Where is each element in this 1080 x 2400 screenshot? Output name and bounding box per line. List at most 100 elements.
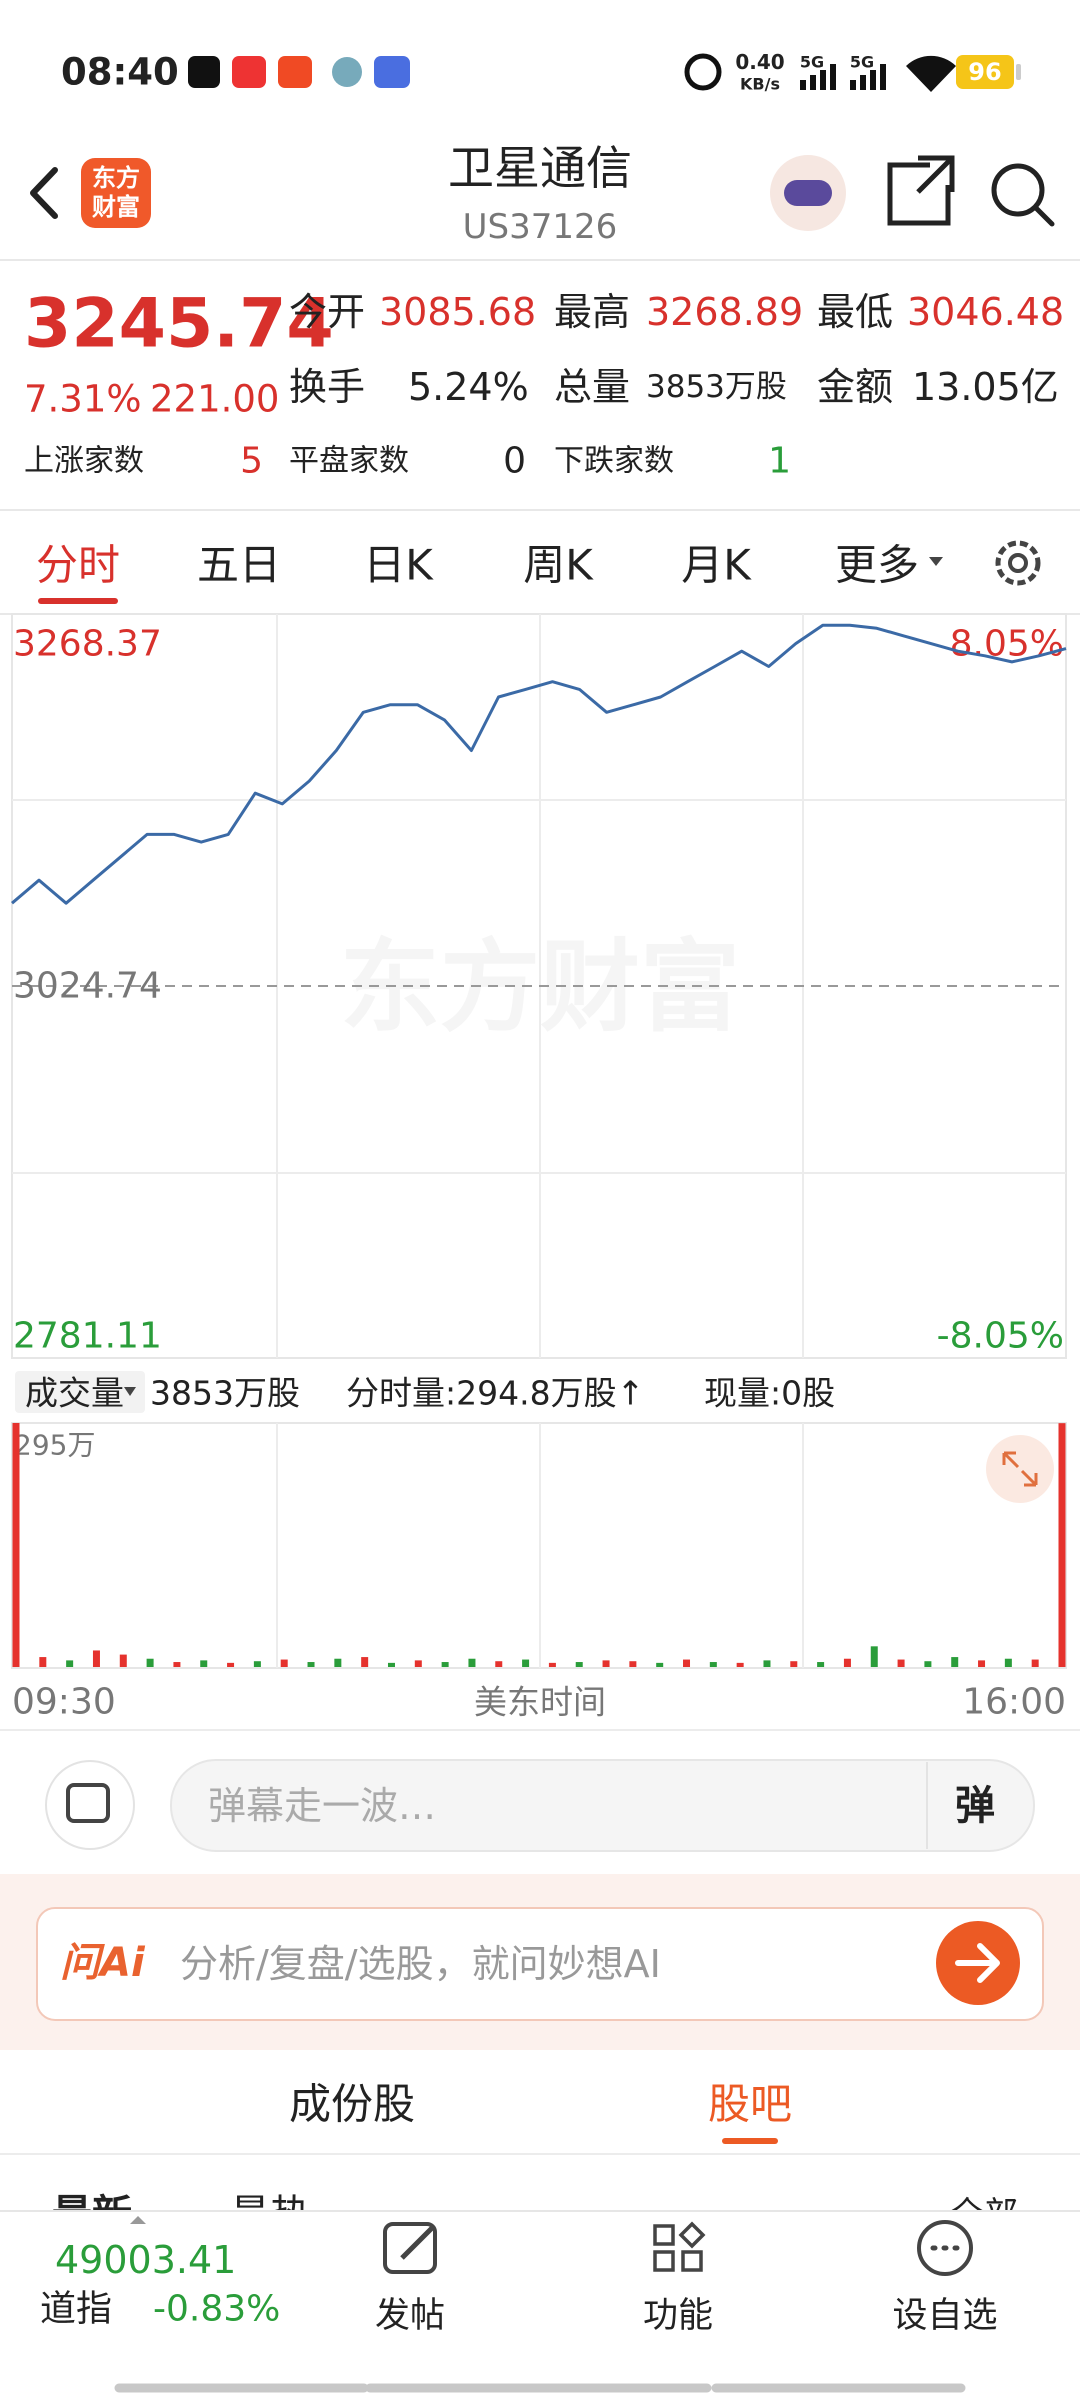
bottom-bar — [0, 2211, 1080, 2400]
chart-tab-active[interactable]: 分时 — [36, 541, 120, 590]
expand-icon — [1002, 1451, 1038, 1487]
y2-tick-label: -8.05% — [937, 1316, 1064, 1357]
stat-label: 总量 — [554, 365, 630, 409]
danmaku-icon — [66, 1783, 110, 1823]
danmaku-placeholder[interactable]: 弹幕走一波… — [208, 1784, 436, 1828]
volume-bar — [870, 1646, 878, 1667]
settings-core — [1008, 553, 1028, 573]
volume-bar — [495, 1661, 503, 1667]
index-name[interactable]: 道指 — [40, 2289, 112, 2330]
volume-bar — [92, 1650, 100, 1667]
breadth-label: 上涨家数 — [24, 444, 144, 479]
volume-bar — [897, 1659, 905, 1667]
net-speed-unit: KB/s — [740, 75, 780, 94]
back-button[interactable] — [30, 167, 58, 219]
volume-bar — [709, 1662, 717, 1667]
volume-bar — [1031, 1659, 1039, 1667]
volume-bar — [414, 1660, 422, 1667]
volume-chart: 295万 — [11, 1422, 1067, 1669]
volume-bar — [119, 1654, 127, 1667]
y-tick-label: 295万 — [14, 1429, 95, 1462]
breadth-label: 下跌家数 — [554, 444, 674, 479]
app-icon — [374, 56, 410, 88]
volume-bar — [146, 1658, 154, 1667]
post-icon[interactable] — [383, 2222, 437, 2274]
volume-bar — [39, 1657, 47, 1667]
index-change[interactable]: -0.83% — [153, 2289, 280, 2330]
volume-bar — [763, 1660, 771, 1667]
price-line — [11, 623, 1067, 905]
index-value[interactable]: 49003.41 — [55, 2238, 236, 2282]
logo-text: 财富 — [92, 193, 140, 221]
watchlist-icon[interactable] — [917, 2220, 973, 2276]
settings-button[interactable] — [995, 540, 1041, 586]
tab-underline — [722, 2138, 778, 2144]
chart-tab[interactable]: 周K — [523, 541, 594, 590]
volume-bar — [924, 1661, 932, 1667]
y-tick-label: 3024.74 — [13, 966, 162, 1007]
indicator-name[interactable]: 成交量 — [25, 1374, 124, 1413]
stat-label: 最低 — [817, 290, 893, 334]
volume-total: 3853万股 — [150, 1374, 300, 1413]
status-time: 08:40 — [61, 51, 179, 94]
volume-bar — [790, 1661, 798, 1667]
chart-tab[interactable]: 更多 — [835, 541, 919, 590]
danmaku-toggle[interactable]: 弹 — [955, 1783, 995, 1829]
dropdown-caret — [929, 557, 943, 566]
action-label[interactable]: 设自选 — [892, 2296, 997, 2336]
function-icon[interactable] — [653, 2221, 706, 2272]
net-speed: 0.40 — [735, 50, 784, 74]
danmaku-input[interactable] — [170, 1759, 1035, 1852]
arrow-icon — [955, 1943, 1000, 1983]
expand-button[interactable] — [986, 1435, 1054, 1503]
volume-bar — [629, 1661, 637, 1667]
x-tick-label: 16:00 — [962, 1682, 1066, 1723]
volume-bar — [200, 1660, 208, 1667]
ai-input[interactable] — [36, 1907, 1044, 2021]
app-icon — [232, 56, 266, 88]
section-tab[interactable]: 成份股 — [289, 2080, 415, 2129]
section-tab-active[interactable]: 股吧 — [708, 2080, 792, 2129]
volume-bar — [1058, 1423, 1066, 1667]
y-tick-label: 3268.37 — [13, 624, 162, 665]
wifi-icon — [906, 55, 956, 92]
ai-badge: 问Ai — [60, 1940, 146, 1986]
share-button[interactable] — [887, 155, 955, 226]
action-label[interactable]: 功能 — [643, 2296, 713, 2336]
current-volume: 现量:0股 — [704, 1374, 835, 1413]
volume-bar — [280, 1659, 288, 1667]
volume-bar — [307, 1662, 315, 1667]
stock-name: 卫星通信 — [448, 141, 632, 195]
breadth-value: 0 — [503, 441, 526, 482]
volume-bar — [656, 1662, 664, 1667]
divider — [926, 1762, 928, 1849]
x-axis-label: 美东时间 — [474, 1683, 606, 1722]
brand-logo[interactable] — [81, 158, 151, 228]
last-price: 3245.74 — [24, 285, 334, 364]
chart-tab[interactable]: 月K — [681, 541, 752, 590]
change-amount: 221.00 — [150, 378, 279, 421]
stock-code: US37126 — [463, 207, 618, 247]
danmaku-settings[interactable] — [45, 1760, 135, 1850]
network-type: 5G — [800, 53, 824, 72]
chart-tab[interactable]: 日K — [363, 541, 434, 590]
volume-bar — [12, 1423, 20, 1667]
indicator-selector[interactable] — [15, 1371, 145, 1413]
volume-bar — [173, 1662, 181, 1667]
action-label[interactable]: 发帖 — [375, 2296, 445, 2336]
chart-tab[interactable]: 五日 — [197, 541, 281, 590]
tab-underline — [38, 598, 118, 604]
volume-bar — [253, 1661, 261, 1667]
volume-bar — [817, 1662, 825, 1667]
network-type: 5G — [850, 53, 874, 72]
grid-line — [276, 1423, 804, 1668]
volume-bar — [736, 1662, 744, 1667]
change-pct: 7.31% — [24, 378, 142, 421]
ai-avatar-face — [784, 180, 832, 206]
signal-icon — [800, 64, 836, 90]
stat-value: 13.05亿 — [912, 365, 1059, 409]
search-button[interactable] — [991, 163, 1045, 217]
ai-placeholder[interactable]: 分析/复盘/选股，就问妙想AI — [180, 1942, 661, 1986]
expand-caret[interactable] — [130, 2216, 146, 2224]
